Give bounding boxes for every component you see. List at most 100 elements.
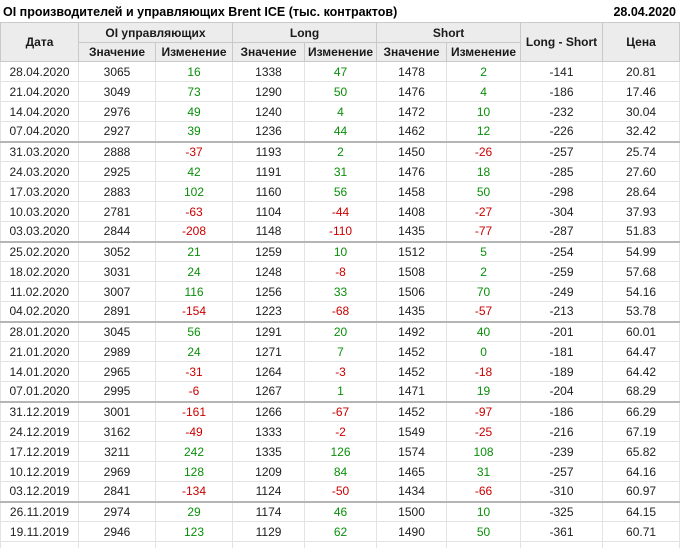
short-value-cell: 1408 bbox=[376, 201, 448, 222]
date-cell: 07.01.2020 bbox=[0, 381, 79, 402]
table-row: 28.04.2020 3065 16 1338 47 1478 2 -141 20.81 bbox=[0, 61, 680, 82]
long-short-cell: -361 bbox=[520, 521, 604, 542]
short-value-cell: 1450 bbox=[376, 140, 448, 162]
short-value-cell: 1452 bbox=[376, 400, 448, 422]
oi-change-cell: 39 bbox=[154, 121, 234, 142]
long-change-cell: 4 bbox=[304, 101, 378, 122]
long-short-cell: -216 bbox=[520, 421, 604, 442]
long-change-cell: -68 bbox=[304, 301, 378, 322]
long-short-cell: -232 bbox=[520, 101, 604, 122]
price-cell: 68.29 bbox=[602, 381, 680, 402]
short-change-cell: 108 bbox=[446, 441, 522, 462]
col-header-long-value: Значение bbox=[232, 42, 306, 62]
short-change-cell: 4 bbox=[446, 81, 522, 102]
empty-cell bbox=[232, 541, 306, 548]
price-cell: 54.99 bbox=[602, 240, 680, 262]
oi-value-cell: 3007 bbox=[78, 281, 156, 302]
short-change-cell: 50 bbox=[446, 521, 522, 542]
short-value-cell: 1458 bbox=[376, 181, 448, 202]
price-cell: 64.47 bbox=[602, 341, 680, 362]
long-value-cell: 1248 bbox=[232, 261, 306, 282]
empty-cell bbox=[376, 541, 448, 548]
long-value-cell: 1338 bbox=[232, 61, 306, 82]
short-value-cell: 1490 bbox=[376, 521, 448, 542]
table-row: 21.01.2020 2989 24 1271 7 1452 0 -181 64.47 bbox=[0, 341, 680, 362]
col-group-long: Long bbox=[232, 22, 378, 43]
oi-value-cell: 2989 bbox=[78, 341, 156, 362]
price-cell: 32.42 bbox=[602, 121, 680, 142]
col-header-short-change: Изменение bbox=[446, 42, 522, 62]
table-header: Дата OI управляющих Long Short Long - Sh… bbox=[0, 22, 680, 62]
short-value-cell: 1452 bbox=[376, 341, 448, 362]
price-cell: 25.74 bbox=[602, 140, 680, 162]
long-short-cell: -287 bbox=[520, 221, 604, 242]
long-change-cell: -3 bbox=[304, 361, 378, 382]
price-cell: 64.16 bbox=[602, 461, 680, 482]
table-row: 28.01.2020 3045 56 1291 20 1492 40 -201 60.01 bbox=[0, 320, 680, 342]
long-value-cell: 1271 bbox=[232, 341, 306, 362]
date-cell: 24.03.2020 bbox=[0, 161, 79, 182]
long-value-cell: 1223 bbox=[232, 301, 306, 322]
oi-value-cell: 2883 bbox=[78, 181, 156, 202]
long-change-cell: 47 bbox=[304, 61, 378, 82]
long-value-cell: 1240 bbox=[232, 101, 306, 122]
date-cell: 28.01.2020 bbox=[0, 320, 79, 342]
short-value-cell: 1472 bbox=[376, 101, 448, 122]
long-short-cell: -285 bbox=[520, 161, 604, 182]
short-value-cell: 1492 bbox=[376, 320, 448, 342]
price-cell: 64.42 bbox=[602, 361, 680, 382]
col-header-date: Дата bbox=[0, 22, 79, 62]
title-bar: OI производителей и управляющих Brent IC… bbox=[0, 0, 680, 22]
long-short-cell: -249 bbox=[520, 281, 604, 302]
short-change-cell: -97 bbox=[446, 400, 522, 422]
oi-change-cell: 42 bbox=[154, 161, 234, 182]
price-cell: 20.81 bbox=[602, 61, 680, 82]
empty-cell bbox=[520, 541, 604, 548]
table-row: 03.12.2019 2841 -134 1124 -50 1434 -66 -310 60.9… bbox=[0, 481, 680, 502]
price-cell: 60.01 bbox=[602, 320, 680, 342]
oi-value-cell: 3049 bbox=[78, 81, 156, 102]
long-change-cell: 33 bbox=[304, 281, 378, 302]
long-short-cell: -304 bbox=[520, 201, 604, 222]
long-value-cell: 1256 bbox=[232, 281, 306, 302]
table-row: 31.12.2019 3001 -161 1266 -67 1452 -97 -186 66.2… bbox=[0, 400, 680, 422]
empty-cell bbox=[446, 541, 522, 548]
short-change-cell: 10 bbox=[446, 101, 522, 122]
oi-value-cell: 2995 bbox=[78, 381, 156, 402]
date-cell: 07.04.2020 bbox=[0, 121, 79, 142]
long-short-cell: -325 bbox=[520, 500, 604, 522]
oi-change-cell: -154 bbox=[154, 301, 234, 322]
oi-change-cell: 116 bbox=[154, 281, 234, 302]
date-cell: 31.03.2020 bbox=[0, 140, 79, 162]
table-row: 10.12.2019 2969 128 1209 84 1465 31 -257 64.16 bbox=[0, 461, 680, 482]
date-cell: 03.12.2019 bbox=[0, 481, 79, 502]
table-row: 24.12.2019 3162 -49 1333 -2 1549 -25 -216 67.19 bbox=[0, 421, 680, 442]
date-cell: 14.01.2020 bbox=[0, 361, 79, 382]
short-value-cell: 1462 bbox=[376, 121, 448, 142]
short-value-cell: 1471 bbox=[376, 381, 448, 402]
price-cell: 27.60 bbox=[602, 161, 680, 182]
oi-value-cell: 3065 bbox=[78, 61, 156, 82]
table-row: 26.11.2019 2974 29 1174 46 1500 10 -325 64.15 bbox=[0, 500, 680, 522]
price-cell: 60.97 bbox=[602, 481, 680, 502]
long-change-cell: -2 bbox=[304, 421, 378, 442]
oi-value-cell: 2976 bbox=[78, 101, 156, 122]
date-cell: 14.04.2020 bbox=[0, 101, 79, 122]
report-date: 28.04.2020 bbox=[613, 5, 676, 19]
short-change-cell: 19 bbox=[446, 381, 522, 402]
long-short-cell: -189 bbox=[520, 361, 604, 382]
date-cell: 25.02.2020 bbox=[0, 240, 79, 262]
date-cell: 19.11.2019 bbox=[0, 521, 79, 542]
long-value-cell: 1104 bbox=[232, 201, 306, 222]
long-value-cell: 1236 bbox=[232, 121, 306, 142]
oi-value-cell: 2974 bbox=[78, 500, 156, 522]
price-cell: 28.64 bbox=[602, 181, 680, 202]
col-header-oi-change: Изменение bbox=[154, 42, 234, 62]
short-value-cell: 1508 bbox=[376, 261, 448, 282]
oi-value-cell: 2927 bbox=[78, 121, 156, 142]
long-short-cell: -226 bbox=[520, 121, 604, 142]
long-short-cell: -204 bbox=[520, 381, 604, 402]
short-change-cell: -66 bbox=[446, 481, 522, 502]
short-value-cell: 1512 bbox=[376, 240, 448, 262]
short-value-cell: 1478 bbox=[376, 61, 448, 82]
